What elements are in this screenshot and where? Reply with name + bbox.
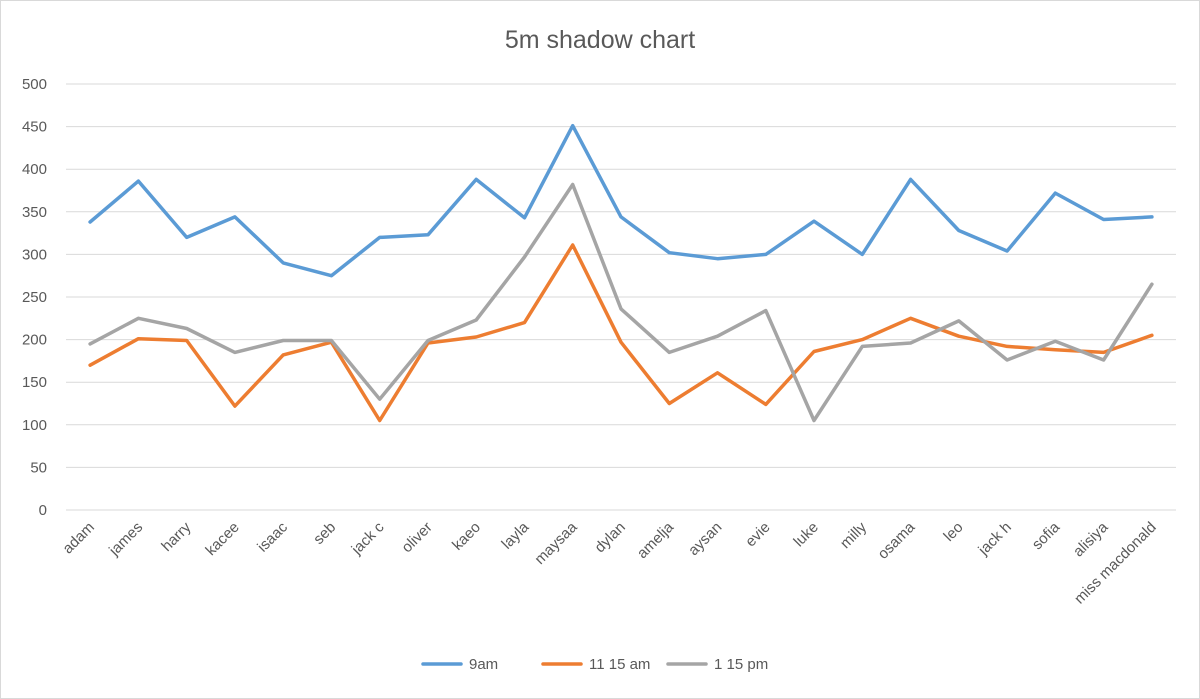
x-tick-label: evie	[742, 519, 773, 550]
x-tick-label: amelja	[634, 518, 678, 562]
legend-label-1: 11 15 am	[589, 656, 650, 673]
x-tick-label: seb	[310, 519, 339, 548]
x-tick-label: jack h	[974, 519, 1014, 559]
series-lines	[88, 123, 1154, 423]
x-tick-label: alisiya	[1070, 518, 1112, 560]
x-tick-label: oliver	[398, 519, 435, 556]
x-tick-label: sofia	[1029, 518, 1064, 553]
y-tick-label: 350	[22, 204, 47, 221]
gridlines	[66, 83, 1176, 511]
y-tick-label: 500	[22, 76, 47, 93]
x-axis-ticks: adam james harry kacee isaac seb jack c oliver k…	[59, 518, 1159, 607]
y-tick-label: 100	[22, 417, 47, 434]
y-tick-label: 300	[22, 246, 47, 263]
legend-label-2: 1 15 pm	[714, 656, 768, 673]
series-line-2	[88, 182, 1154, 423]
x-tick-label: adam	[59, 519, 98, 558]
x-tick-label: milly	[837, 518, 871, 552]
y-tick-label: 250	[22, 289, 47, 306]
series-line-0	[88, 123, 1154, 278]
x-tick-label: isaac	[254, 518, 291, 555]
x-tick-label: miss macdonald	[1071, 519, 1160, 608]
x-tick-label: osama	[875, 518, 919, 562]
x-tick-label: jack c	[348, 518, 388, 558]
x-tick-label: aysan	[685, 519, 725, 559]
y-tick-label: 50	[30, 459, 47, 476]
x-tick-label: layla	[498, 518, 532, 552]
y-tick-label: 200	[22, 332, 47, 349]
legend-label-0: 9am	[469, 656, 498, 673]
y-tick-label: 150	[22, 374, 47, 391]
x-tick-label: leo	[940, 519, 966, 545]
y-tick-label: 450	[22, 119, 47, 136]
legend: 9am 11 15 am 1 15 pm	[421, 656, 768, 673]
x-tick-label: maysaa	[531, 518, 581, 568]
x-tick-label: kaeo	[449, 519, 484, 554]
x-tick-label: harry	[158, 518, 195, 555]
series-line-1	[88, 243, 1154, 423]
chart-title: 5m shadow chart	[505, 26, 695, 54]
x-tick-label: luke	[790, 519, 821, 550]
y-tick-label: 0	[39, 502, 47, 519]
x-tick-label: kacee	[202, 519, 242, 559]
y-axis-ticks: 0 50 100 150 200 250 300 350 400 450 500	[22, 76, 47, 519]
y-tick-label: 400	[22, 161, 47, 178]
x-tick-label: james	[105, 519, 146, 560]
x-tick-label: dylan	[591, 519, 628, 556]
